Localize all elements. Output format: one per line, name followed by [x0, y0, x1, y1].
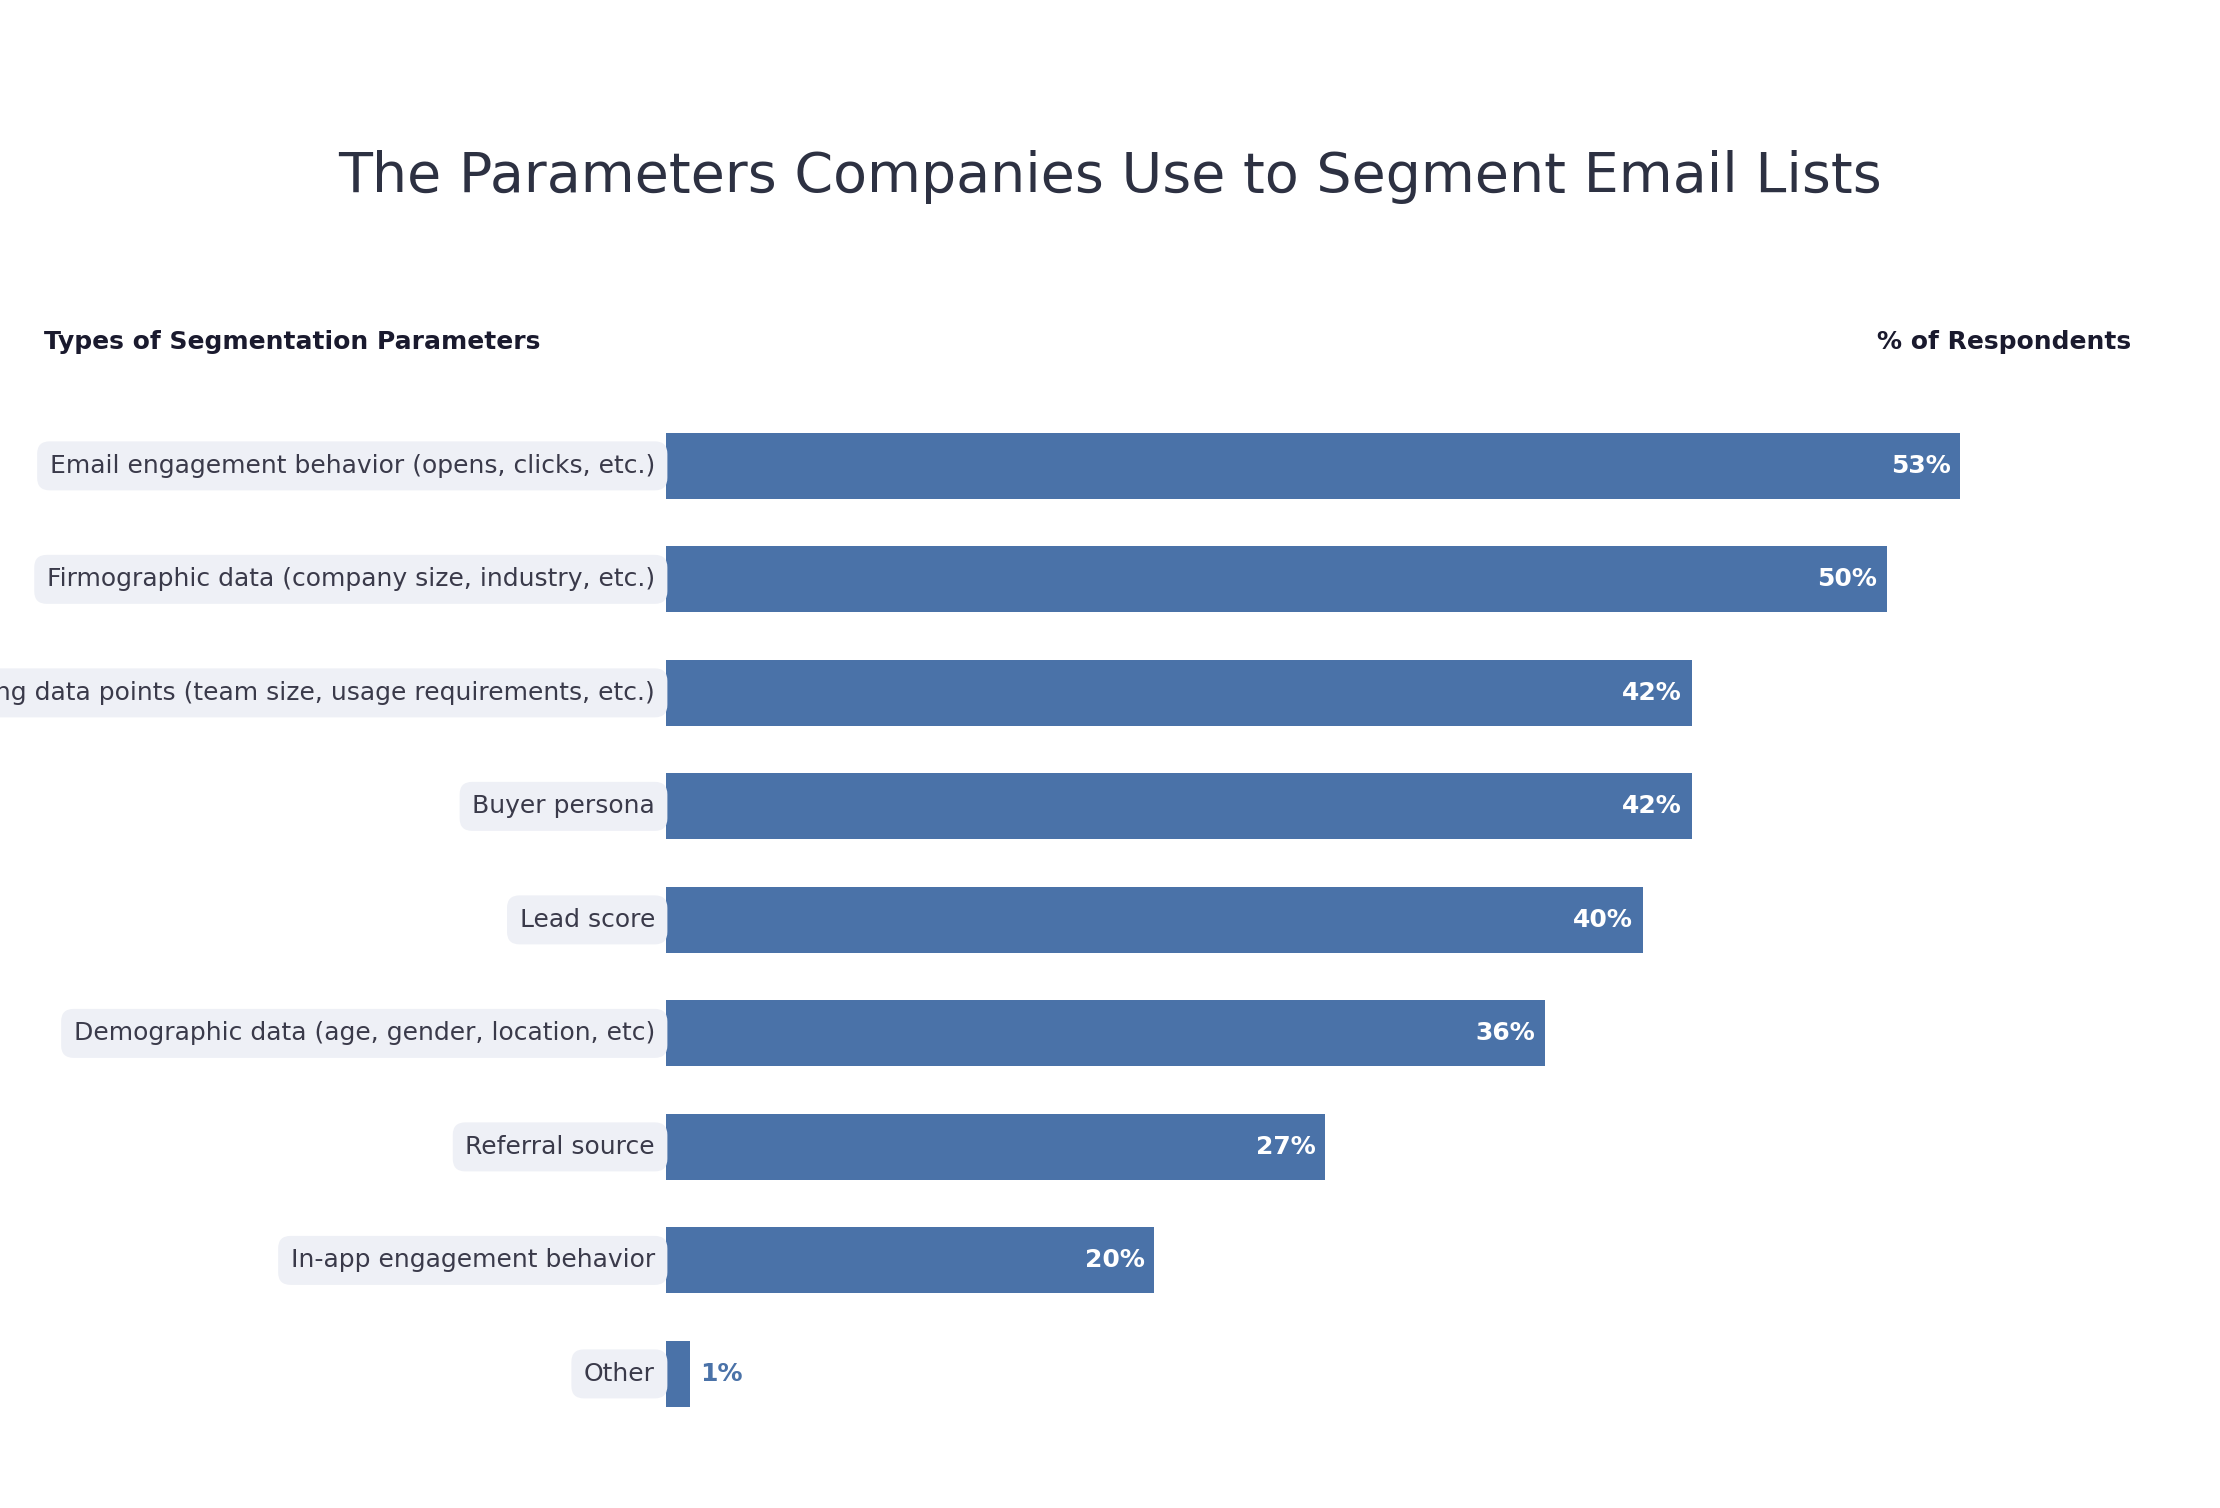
Text: Referral source: Referral source	[466, 1136, 655, 1158]
Bar	[666, 661, 1692, 725]
Text: 27%: 27%	[1257, 1136, 1316, 1158]
Text: Email engagement behavior (opens, clicks, etc.): Email engagement behavior (opens, clicks…	[49, 454, 655, 478]
Text: Demographic data (age, gender, location, etc): Demographic data (age, gender, location,…	[73, 1021, 655, 1045]
Text: % of Respondents: % of Respondents	[1878, 330, 2131, 354]
Bar	[666, 1000, 1545, 1066]
Bar	[666, 1341, 690, 1407]
Text: Types of Segmentation Parameters: Types of Segmentation Parameters	[44, 330, 542, 354]
Bar	[666, 433, 1960, 499]
Bar	[666, 1228, 1154, 1294]
Text: 20%: 20%	[1086, 1249, 1146, 1273]
Bar	[666, 887, 1643, 953]
Text: Other: Other	[584, 1362, 655, 1386]
Bar	[666, 546, 1887, 612]
Text: 42%: 42%	[1623, 795, 1683, 819]
Bar	[666, 1114, 1325, 1179]
Bar	[666, 774, 1692, 840]
Text: Firmographic data (company size, industry, etc.): Firmographic data (company size, industr…	[47, 567, 655, 591]
Text: 40%: 40%	[1574, 908, 1634, 932]
Text: The Parameters Companies Use to Segment Email Lists: The Parameters Companies Use to Segment …	[337, 149, 1883, 204]
Text: Buyer persona: Buyer persona	[473, 795, 655, 819]
Text: 1%: 1%	[699, 1362, 744, 1386]
Text: In-app engagement behavior: In-app engagement behavior	[291, 1249, 655, 1273]
Text: Sales-qualifying data points (team size, usage requirements, etc.): Sales-qualifying data points (team size,…	[0, 682, 655, 704]
Text: 53%: 53%	[1891, 454, 1951, 478]
Text: Lead score: Lead score	[519, 908, 655, 932]
Text: 50%: 50%	[1818, 567, 1878, 591]
Text: 36%: 36%	[1476, 1021, 1536, 1045]
Text: 42%: 42%	[1623, 682, 1683, 704]
